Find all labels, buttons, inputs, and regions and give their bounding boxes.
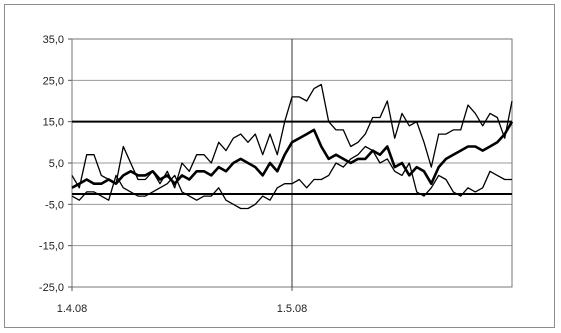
y-tick-label: 5,0 (49, 158, 64, 170)
series-line (71, 145, 512, 210)
y-tick-label: -5,0 (45, 199, 64, 211)
y-tick-label: -25,0 (39, 282, 64, 294)
y-tick-label: -15,0 (39, 241, 64, 253)
x-tick-label: 1.4.08 (57, 303, 88, 315)
y-tick-label: 15,0 (43, 117, 64, 129)
x-tick-label: 1.5.08 (277, 303, 308, 315)
series-line (71, 83, 513, 189)
y-tick-label: 35,0 (43, 34, 64, 46)
series-line (71, 121, 514, 189)
y-tick-label: 25,0 (43, 75, 64, 87)
